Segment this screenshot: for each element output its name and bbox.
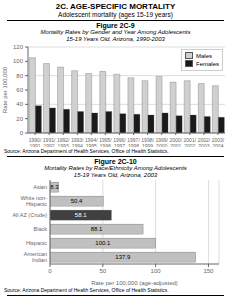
- svg-text:1995/1996: 1995/1996: [99, 137, 112, 147]
- svg-text:1994/1995: 1994/1995: [85, 137, 98, 147]
- svg-text:All AZ (Crude): All AZ (Crude): [12, 212, 47, 218]
- html-text:2C. AGE-SPECIFIC MORTALITY: 2C. AGE-SPECIFIC MORTALITY: [55, 2, 176, 11]
- svg-text:100: 100: [13, 58, 24, 64]
- html-text:Males: Males: [196, 52, 212, 59]
- svg-text:88.1: 88.1: [91, 227, 103, 233]
- html-text:Figure 2C-10: Figure 2C-10: [94, 157, 137, 165]
- html-text:15-19 Years Old, Arizona, 2003: 15-19 Years Old, Arizona, 2003: [73, 171, 158, 178]
- svg-text:1993/1994: 1993/1994: [71, 137, 84, 147]
- svg-text:2001/2002: 2001/2002: [184, 137, 197, 147]
- html-text:Source: Arizona Department of: Source: Arizona Department of Health Ser…: [4, 287, 169, 294]
- svg-text:1996/1997: 1996/1997: [113, 137, 126, 147]
- html-text:Adolescent mortality (ages 15-: Adolescent mortality (ages 15-19 years): [58, 11, 173, 19]
- svg-text:AmericanIndian: AmericanIndian: [24, 251, 47, 263]
- svg-text:20: 20: [16, 115, 23, 121]
- html-text:Mortality Rates by Gender and: Mortality Rates by Gender and Year Among…: [40, 29, 191, 36]
- svg-text:2003/2004: 2003/2004: [212, 137, 223, 147]
- svg-text:White non-Hispanic: White non-Hispanic: [20, 195, 47, 207]
- svg-text:137.9: 137.9: [115, 255, 131, 261]
- svg-text:50.4: 50.4: [71, 199, 83, 205]
- svg-text:1990/1991: 1990/1991: [29, 137, 42, 147]
- svg-text:2000/2001: 2000/2001: [169, 137, 182, 147]
- svg-text:1997/1998: 1997/1998: [127, 137, 140, 147]
- svg-text:150: 150: [203, 269, 214, 275]
- svg-text:50: 50: [99, 269, 106, 275]
- svg-text:1999/2000: 1999/2000: [155, 137, 168, 147]
- svg-text:2002/2003: 2002/2003: [198, 137, 211, 147]
- html-text:15-19 Years Old, Arizona, 1990: 15-19 Years Old, Arizona, 1990-2003: [66, 35, 165, 42]
- svg-text:80: 80: [16, 72, 23, 78]
- svg-text:58.1: 58.1: [75, 213, 87, 219]
- svg-text:8.3: 8.3: [50, 185, 59, 191]
- svg-text:60: 60: [16, 87, 23, 93]
- svg-text:1992/1993: 1992/1993: [57, 137, 70, 147]
- svg-text:100.1: 100.1: [95, 241, 111, 247]
- html-text:Figure 2C-9: Figure 2C-9: [96, 21, 135, 29]
- svg-text:1991/1992: 1991/1992: [43, 137, 56, 147]
- svg-text:Rate per 100,000: Rate per 100,000: [8, 66, 9, 113]
- svg-text:100: 100: [151, 269, 162, 275]
- html-text:Mortality Rates by Race/Ethnic: Mortality Rates by Race/Ethnicity Among …: [44, 165, 187, 172]
- svg-text:0: 0: [48, 269, 52, 275]
- svg-text:1998/1999: 1998/1999: [141, 137, 154, 147]
- svg-text:Black: Black: [34, 226, 48, 232]
- html-text:Source: Arizona Department of: Source: Arizona Department of Health Ser…: [4, 147, 169, 154]
- svg-text:Asian: Asian: [33, 184, 47, 190]
- svg-text:120: 120: [13, 44, 24, 50]
- svg-text:0: 0: [20, 130, 24, 136]
- html-text:Females: Females: [196, 60, 219, 67]
- svg-text:40: 40: [16, 101, 23, 107]
- svg-text:Rate per 100,000 (age-adjusted: Rate per 100,000 (age-adjusted): [91, 280, 178, 286]
- svg-text:Hispanic: Hispanic: [26, 240, 47, 246]
